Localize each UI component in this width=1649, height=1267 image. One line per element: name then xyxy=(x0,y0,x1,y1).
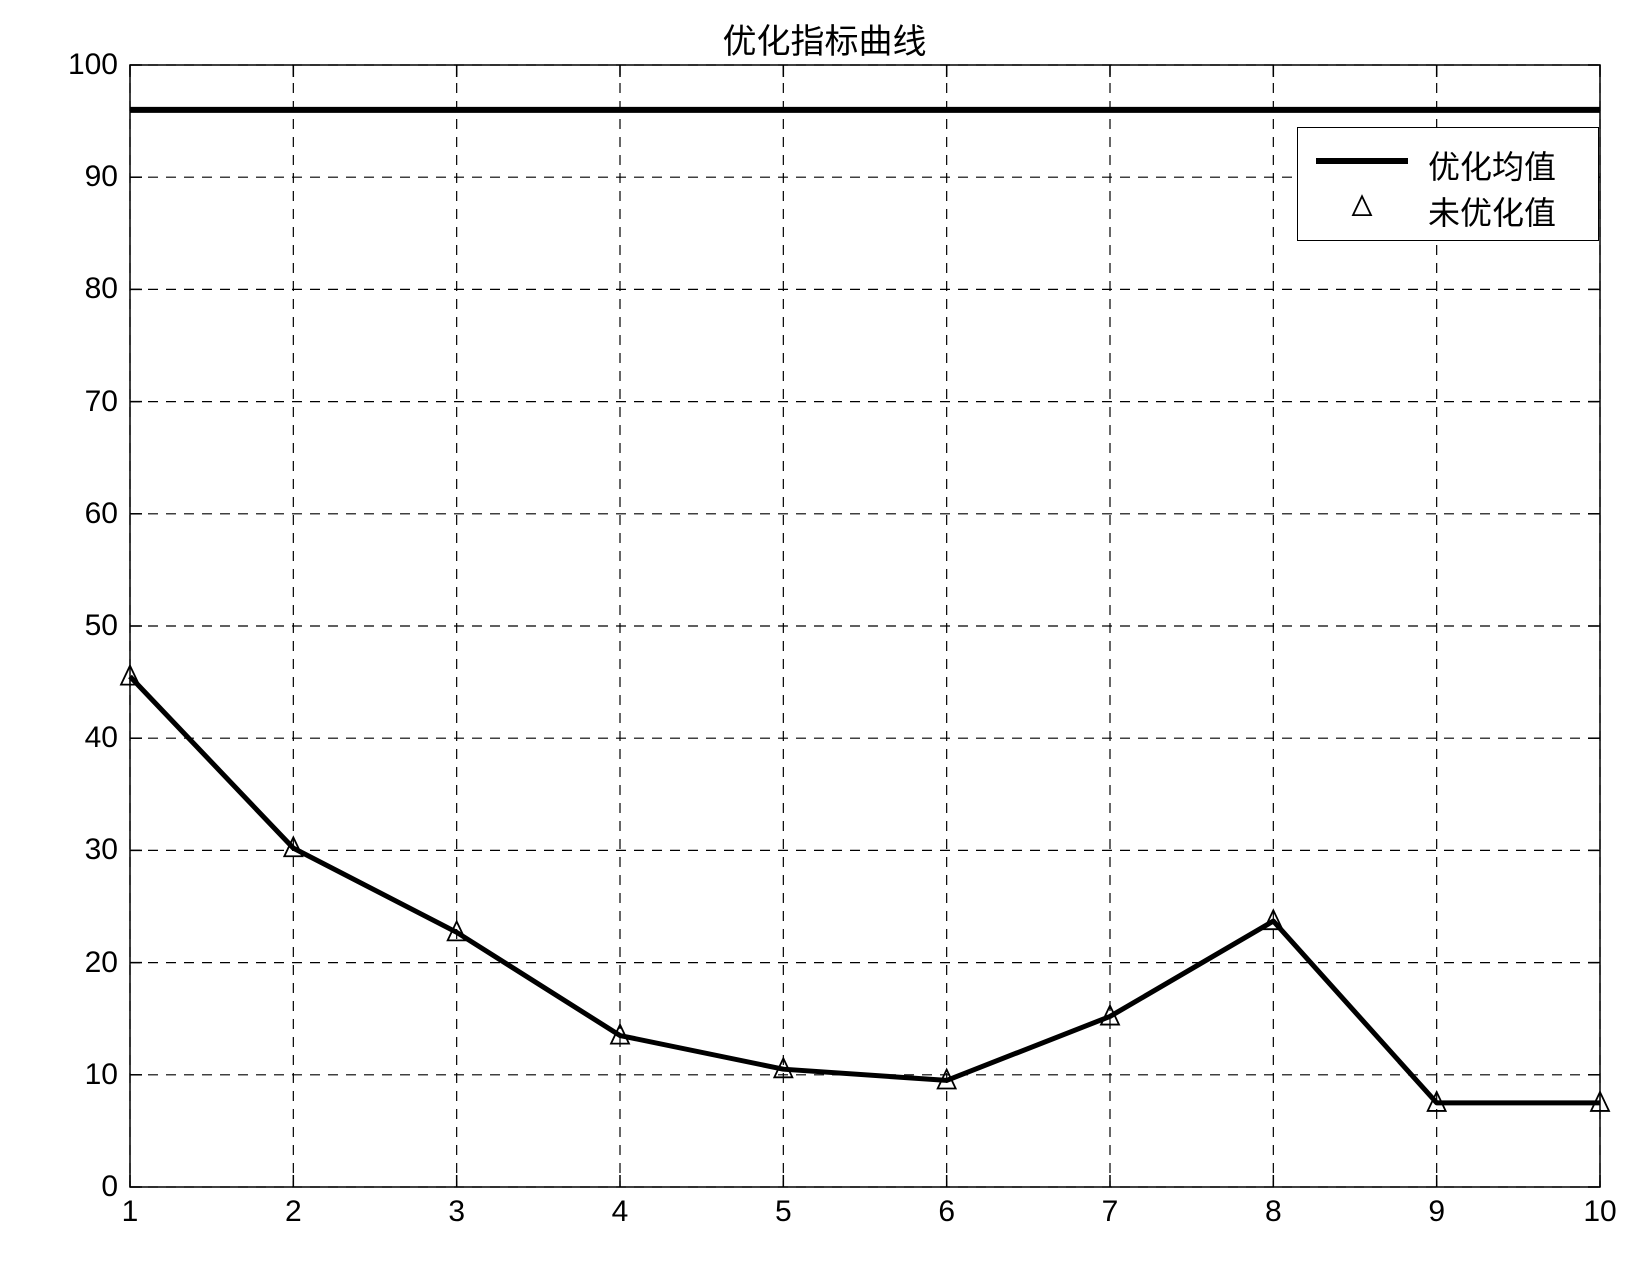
x-tick-label: 6 xyxy=(938,1195,955,1229)
x-tick-label: 4 xyxy=(612,1195,629,1229)
y-tick-label: 50 xyxy=(85,609,118,643)
legend: 优化均值未优化值 xyxy=(1297,127,1599,241)
x-tick-label: 7 xyxy=(1102,1195,1119,1229)
x-tick-label: 10 xyxy=(1583,1195,1616,1229)
legend-item-label: 优化均值 xyxy=(1428,142,1556,188)
x-tick-label: 5 xyxy=(775,1195,792,1229)
y-tick-label: 100 xyxy=(68,48,118,82)
y-tick-label: 20 xyxy=(85,946,118,980)
x-tick-label: 3 xyxy=(448,1195,465,1229)
y-tick-label: 30 xyxy=(85,833,118,867)
y-tick-label: 60 xyxy=(85,497,118,531)
x-tick-label: 2 xyxy=(285,1195,302,1229)
legend-item-label: 未优化值 xyxy=(1428,188,1556,234)
y-tick-label: 80 xyxy=(85,272,118,306)
chart-container: 优化指标曲线 123456789100102030405060708090100… xyxy=(0,0,1649,1267)
x-tick-label: 8 xyxy=(1265,1195,1282,1229)
y-tick-label: 10 xyxy=(85,1058,118,1092)
x-tick-label: 1 xyxy=(122,1195,139,1229)
chart-title: 优化指标曲线 xyxy=(0,14,1649,63)
y-tick-label: 90 xyxy=(85,160,118,194)
y-tick-label: 70 xyxy=(85,385,118,419)
y-tick-label: 0 xyxy=(101,1170,118,1204)
y-tick-label: 40 xyxy=(85,721,118,755)
x-tick-label: 9 xyxy=(1428,1195,1445,1229)
